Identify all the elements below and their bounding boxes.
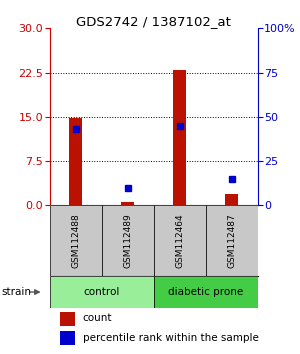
Bar — [154, 205, 206, 276]
Bar — [50, 276, 154, 308]
Bar — [173, 70, 186, 205]
Bar — [60, 312, 74, 325]
Text: control: control — [83, 287, 120, 297]
Text: GSM112489: GSM112489 — [123, 213, 132, 268]
Bar — [50, 205, 102, 276]
Bar — [102, 205, 154, 276]
Text: count: count — [83, 314, 112, 324]
Text: GSM112464: GSM112464 — [175, 213, 184, 268]
Bar — [69, 118, 82, 205]
Bar — [60, 331, 74, 345]
Text: strain: strain — [2, 287, 31, 297]
Title: GDS2742 / 1387102_at: GDS2742 / 1387102_at — [76, 15, 231, 28]
Text: GSM112488: GSM112488 — [71, 213, 80, 268]
Text: diabetic prone: diabetic prone — [168, 287, 244, 297]
Bar — [121, 202, 134, 205]
Text: GSM112487: GSM112487 — [227, 213, 236, 268]
Bar — [206, 205, 258, 276]
Bar — [225, 194, 239, 205]
Bar — [154, 276, 258, 308]
Text: percentile rank within the sample: percentile rank within the sample — [83, 333, 259, 343]
